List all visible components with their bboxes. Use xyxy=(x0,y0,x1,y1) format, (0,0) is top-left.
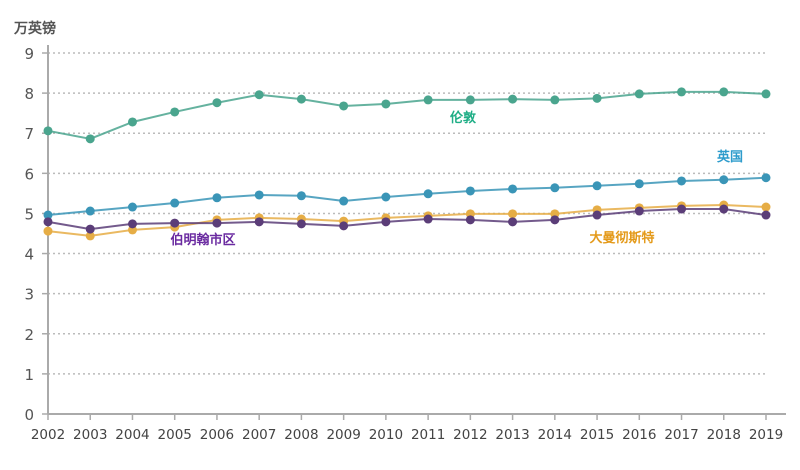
data-point xyxy=(296,219,306,229)
data-point xyxy=(719,175,729,185)
series-label: 伦敦 xyxy=(450,110,477,126)
series-line xyxy=(47,208,767,231)
data-point xyxy=(465,95,475,105)
y-tick-label: 4 xyxy=(24,246,34,264)
data-point xyxy=(212,98,222,108)
data-point xyxy=(592,93,602,103)
data-point xyxy=(677,204,687,214)
data-point xyxy=(254,90,264,100)
data-point xyxy=(254,190,264,200)
x-tick-label: 2006 xyxy=(200,427,234,443)
x-tick-label: 2005 xyxy=(158,427,192,443)
data-point xyxy=(212,218,222,228)
series-label: 英国 xyxy=(716,149,743,165)
data-point xyxy=(170,107,180,117)
data-point xyxy=(296,94,306,104)
data-point xyxy=(508,209,518,219)
y-tick-label: 0 xyxy=(24,406,34,424)
data-point xyxy=(43,217,53,227)
y-tick-label: 6 xyxy=(24,165,34,183)
data-point xyxy=(85,231,95,241)
data-point xyxy=(170,218,180,228)
data-point xyxy=(761,89,771,99)
data-point xyxy=(508,217,518,227)
series-label: 伯明翰市区 xyxy=(170,232,235,248)
data-point xyxy=(127,117,137,127)
y-tick-label: 2 xyxy=(24,326,34,344)
x-tick-label: 2002 xyxy=(31,427,65,443)
data-point xyxy=(127,219,137,229)
x-tick-label: 2017 xyxy=(664,427,698,443)
series-lines xyxy=(43,87,771,241)
data-point xyxy=(550,95,560,105)
data-point xyxy=(85,224,95,234)
data-point xyxy=(634,206,644,216)
data-point xyxy=(339,221,349,231)
data-point xyxy=(43,126,53,136)
data-point xyxy=(550,183,560,193)
data-point xyxy=(170,198,180,208)
data-point xyxy=(508,184,518,194)
data-point xyxy=(127,202,137,212)
data-point xyxy=(761,173,771,183)
data-point xyxy=(339,196,349,206)
x-tick-label: 2019 xyxy=(749,427,783,443)
data-point xyxy=(465,186,475,196)
data-point xyxy=(43,226,53,236)
x-tick-label: 2012 xyxy=(453,427,487,443)
data-point xyxy=(761,210,771,220)
y-tick-label: 1 xyxy=(24,366,34,384)
y-tick-label: 9 xyxy=(24,45,34,63)
x-tick-label: 2004 xyxy=(115,427,149,443)
data-point xyxy=(423,189,433,199)
data-point xyxy=(719,87,729,97)
series-line xyxy=(47,204,767,237)
y-axis-label: 万英镑 xyxy=(13,20,56,37)
data-point xyxy=(423,214,433,224)
data-point xyxy=(761,202,771,212)
x-tick-label: 2018 xyxy=(707,427,741,443)
data-point xyxy=(43,210,53,220)
x-tick-label: 2007 xyxy=(242,427,276,443)
data-point xyxy=(381,99,391,109)
x-tick-label: 2016 xyxy=(622,427,656,443)
data-point xyxy=(423,95,433,105)
x-tick-label: 2014 xyxy=(538,427,572,443)
series-line xyxy=(47,90,767,140)
data-point xyxy=(381,217,391,227)
data-point xyxy=(508,94,518,104)
data-point xyxy=(85,206,95,216)
data-point xyxy=(719,204,729,214)
data-point xyxy=(677,176,687,186)
x-tick-label: 2009 xyxy=(326,427,360,443)
data-point xyxy=(677,87,687,97)
data-point xyxy=(592,210,602,220)
series-label: 大曼彻斯特 xyxy=(589,230,654,246)
y-tick-label: 3 xyxy=(24,286,34,304)
x-tick-label: 2011 xyxy=(411,427,445,443)
x-tick-label: 2015 xyxy=(580,427,614,443)
data-point xyxy=(212,193,222,203)
data-point xyxy=(550,215,560,225)
y-tick-label: 5 xyxy=(24,205,34,223)
y-tick-label: 7 xyxy=(24,125,34,143)
data-point xyxy=(85,134,95,144)
data-point xyxy=(592,181,602,191)
data-point xyxy=(634,179,644,189)
data-point xyxy=(339,101,349,111)
series-line xyxy=(47,176,767,217)
data-point xyxy=(296,191,306,201)
axes: 0 1 2 3 4 5 6 7 8 9 2002 2003 2004 2005 2006 2007 2008 20… xyxy=(24,45,786,443)
x-tick-label: 2008 xyxy=(284,427,318,443)
y-tick-label: 8 xyxy=(24,85,34,103)
x-tick-label: 2003 xyxy=(73,427,107,443)
data-point xyxy=(634,89,644,99)
x-tick-label: 2013 xyxy=(495,427,529,443)
data-point xyxy=(254,217,264,227)
data-point xyxy=(381,192,391,202)
x-tick-label: 2010 xyxy=(369,427,403,443)
data-point xyxy=(465,215,475,225)
